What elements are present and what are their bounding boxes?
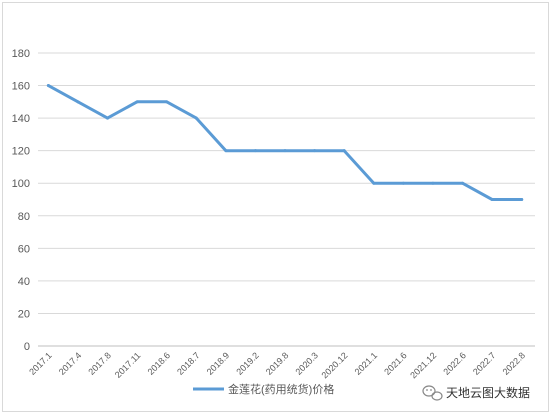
y-tick-label: 40 [18,276,30,288]
x-axis-ticks: 2017.1 2017.4 2017.8 2017.11 2018.6 2018.7 201… [27,350,527,380]
x-tick-label: 2017.11 [113,350,143,380]
y-axis-ticks: 0 20 40 60 80 100 120 140 160 180 [12,48,30,353]
legend: 金莲花(药用统货)价格 [193,382,334,396]
data-point [490,198,494,201]
x-tick-label: 2022.8 [501,350,528,377]
data-point [165,100,169,104]
data-point [283,149,287,153]
x-tick-label: 2017.1 [27,350,54,377]
data-point [46,84,50,88]
x-tick-label: 2021.1 [353,350,380,377]
legend-label: 金莲花(药用统货)价格 [228,382,334,396]
x-tick-label: 2020.12 [320,350,350,380]
y-tick-label: 180 [12,48,30,60]
data-point [106,116,110,120]
wechat-icon [422,385,443,401]
x-tick-label: 2020.3 [293,350,320,377]
data-point [401,181,405,185]
x-tick-label: 2022.6 [441,350,468,377]
y-tick-label: 80 [18,211,30,223]
data-point [431,181,435,185]
data-point [372,181,376,185]
y-tick-label: 160 [12,81,30,93]
data-point [224,149,228,153]
y-tick-label: 20 [18,308,30,320]
x-tick-label: 2019.8 [264,350,291,377]
data-point [76,100,80,104]
data-point [194,116,198,120]
x-tick-label: 2018.7 [175,350,202,377]
series-line [46,84,524,201]
x-tick-label: 2018.9 [205,350,232,377]
series-group [46,84,524,201]
chart-frame [2,2,549,412]
x-tick-label: 2019.2 [234,350,261,377]
x-tick-label: 2017.8 [86,350,113,377]
data-point [253,149,257,153]
x-tick-label: 2021.12 [408,350,438,380]
data-point [461,181,465,185]
data-point [520,198,524,201]
data-point [342,149,346,153]
y-tick-label: 0 [24,341,30,353]
data-point [313,149,317,153]
y-tick-label: 120 [12,146,30,158]
y-tick-label: 60 [18,243,30,255]
data-point [135,100,139,104]
watermark-text: 天地云图大数据 [446,385,530,400]
x-tick-label: 2022.7 [471,350,498,377]
x-tick-label: 2018.6 [146,350,173,377]
x-tick-label: 2021.6 [382,350,409,377]
y-tick-label: 140 [12,113,30,125]
y-tick-label: 100 [12,178,30,190]
watermark: 天地云图大数据 [422,385,530,401]
x-tick-label: 2017.4 [57,350,84,377]
